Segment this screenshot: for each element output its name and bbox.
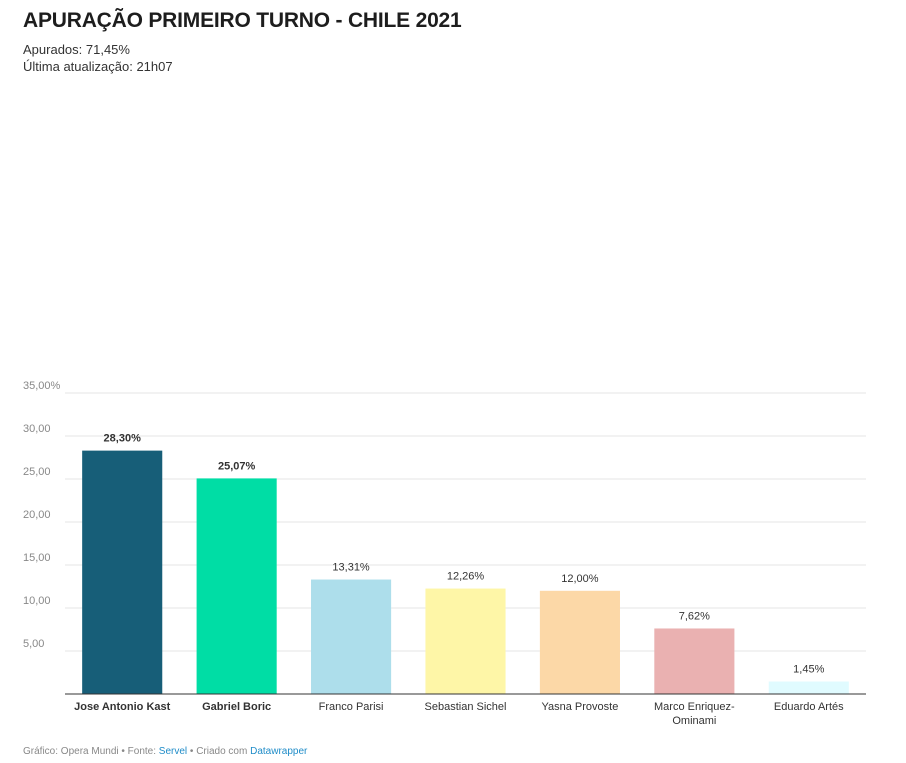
category-labels: Jose Antonio Kast Gabriel Boric Franco Par… xyxy=(74,701,844,727)
x-category-label: Sebastian Sichel xyxy=(425,701,507,713)
category-label-line: Franco Parisi xyxy=(319,701,384,713)
y-axis-ticks: 35,00% 30,00 25,00 20,00 15,00 10,00 5,00 xyxy=(23,380,61,650)
bar-value-label: 12,26% xyxy=(447,571,485,583)
last-update: Última atualização: 21h07 xyxy=(23,59,173,74)
x-category-label: Eduardo Artés xyxy=(774,701,844,713)
x-category-label: Gabriel Boric xyxy=(202,701,271,713)
bar-value-label: 13,31% xyxy=(332,562,370,574)
footer-credit: Gráfico: Opera Mundi • Fonte: xyxy=(23,746,159,757)
category-label-line: Yasna Provoste xyxy=(542,701,619,713)
y-tick-label: 30,00 xyxy=(23,423,51,435)
y-tick-label: 35,00% xyxy=(23,380,61,392)
bar-value-label: 1,45% xyxy=(793,664,824,676)
y-tick-label: 15,00 xyxy=(23,552,51,564)
chart-footer: Gráfico: Opera Mundi • Fonte: Servel • C… xyxy=(23,746,307,757)
category-label-line: Sebastian Sichel xyxy=(425,701,507,713)
y-tick-label: 20,00 xyxy=(23,509,51,521)
bar xyxy=(768,681,849,694)
value-labels: 28,30% 25,07% 13,31% 12,26% 12,00% 7,62% 1,45% xyxy=(104,433,825,676)
x-category-label: Franco Parisi xyxy=(319,701,384,713)
y-tick-label: 25,00 xyxy=(23,466,51,478)
source-link[interactable]: Servel xyxy=(158,746,188,757)
chart-title: APURAÇÃO PRIMEIRO TURNO - CHILE 2021 xyxy=(23,9,462,32)
bar-value-label: 7,62% xyxy=(679,610,710,622)
bar-value-label: 12,00% xyxy=(561,573,599,585)
category-label-line: Jose Antonio Kast xyxy=(74,701,170,713)
bar xyxy=(311,579,392,694)
bar xyxy=(654,628,735,694)
bars xyxy=(82,450,849,694)
category-label-line: Ominami xyxy=(672,715,716,727)
y-tick-label: 5,00 xyxy=(23,638,44,650)
x-category-label: Jose Antonio Kast xyxy=(74,701,170,713)
counted-percentage: Apurados: 71,45% xyxy=(23,42,130,57)
y-tick-label: 10,00 xyxy=(23,595,51,607)
x-category-label: Marco Enriquez- Ominami xyxy=(654,701,735,727)
category-label-line: Eduardo Artés xyxy=(774,701,844,713)
bar xyxy=(82,450,163,694)
category-label-line: Marco Enriquez- xyxy=(654,701,735,713)
bar xyxy=(425,588,506,694)
footer-middle: • Criado com xyxy=(187,746,251,757)
bar xyxy=(539,590,620,694)
category-label-line: Gabriel Boric xyxy=(202,701,271,713)
bar-value-label: 28,30% xyxy=(104,433,142,445)
x-category-label: Yasna Provoste xyxy=(542,701,619,713)
bar xyxy=(196,478,277,694)
datawrapper-link[interactable]: Datawrapper xyxy=(250,746,308,757)
bar-value-label: 25,07% xyxy=(218,460,256,472)
